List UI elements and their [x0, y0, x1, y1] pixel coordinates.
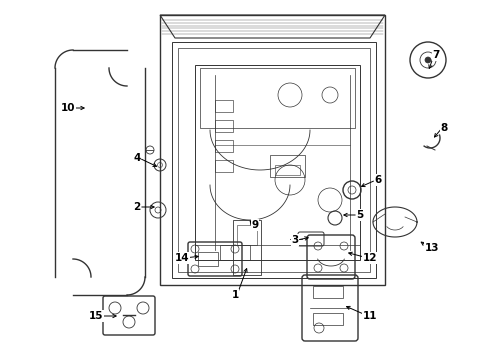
- Bar: [198, 252, 218, 266]
- Circle shape: [425, 57, 431, 63]
- Text: 7: 7: [432, 50, 440, 60]
- Text: 3: 3: [292, 235, 298, 245]
- Text: 5: 5: [356, 210, 364, 220]
- Text: 8: 8: [441, 123, 448, 133]
- Text: 12: 12: [363, 253, 377, 263]
- Text: 9: 9: [251, 220, 259, 230]
- Text: 6: 6: [374, 175, 382, 185]
- Bar: [275, 165, 300, 175]
- Bar: [270, 155, 305, 177]
- Text: 10: 10: [61, 103, 75, 113]
- Bar: [200, 68, 355, 128]
- Bar: [313, 286, 343, 298]
- Text: 15: 15: [89, 311, 103, 321]
- Text: 11: 11: [363, 311, 377, 321]
- Bar: [313, 313, 343, 325]
- Text: 2: 2: [133, 202, 141, 212]
- Text: 4: 4: [133, 153, 141, 163]
- Bar: [237, 225, 257, 245]
- Text: 14: 14: [175, 253, 189, 263]
- Text: 13: 13: [425, 243, 439, 253]
- Bar: [220, 245, 250, 260]
- Bar: [215, 160, 233, 172]
- Bar: [215, 120, 233, 132]
- Bar: [233, 220, 261, 275]
- Bar: [215, 100, 233, 112]
- Text: 1: 1: [231, 290, 239, 300]
- Bar: [215, 140, 233, 152]
